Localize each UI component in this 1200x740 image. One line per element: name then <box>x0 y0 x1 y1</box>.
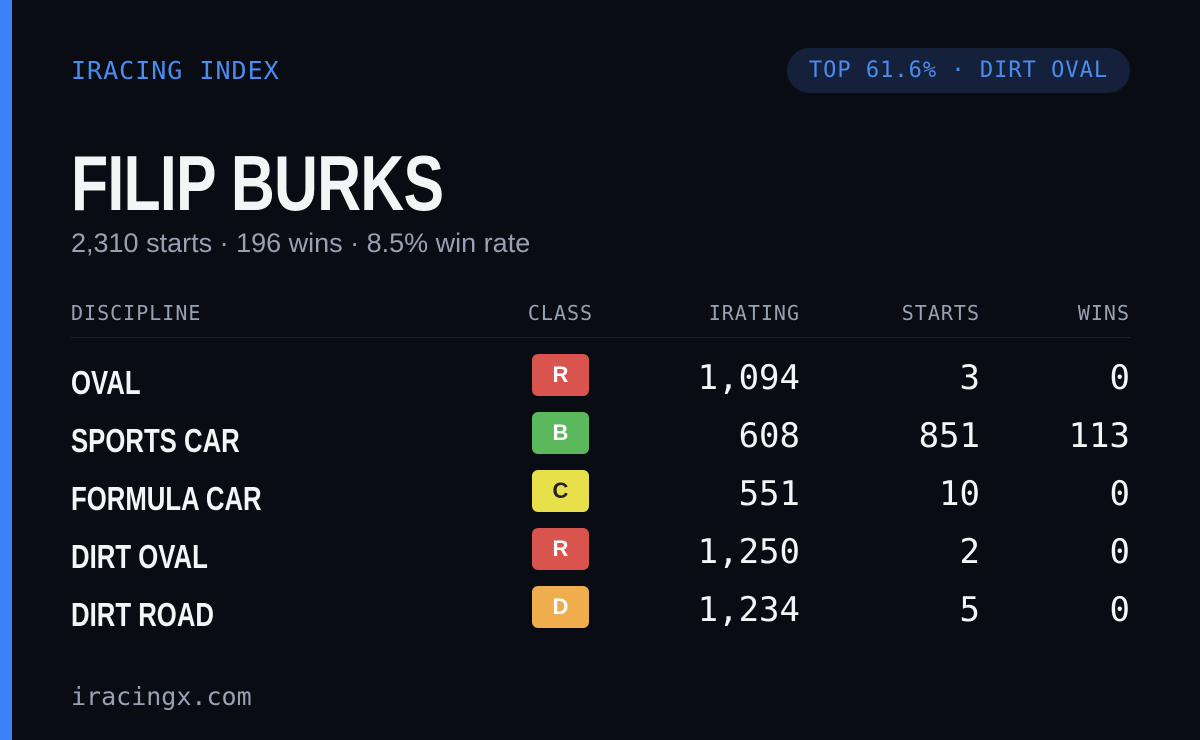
column-header: IRATING <box>708 301 800 325</box>
stat-value: 1,094 <box>697 358 800 398</box>
accent-bar <box>0 0 12 740</box>
stat-value: 2 <box>959 532 980 572</box>
stat-value: 551 <box>738 474 800 514</box>
player-name: FILIP BURKS <box>71 139 444 227</box>
discipline: SPORTS CAR <box>71 422 240 459</box>
stat-value: 1,234 <box>697 590 800 630</box>
discipline: FORMULA CAR <box>71 480 262 517</box>
stat-value: 851 <box>918 416 980 456</box>
stat-value: 0 <box>1109 532 1130 572</box>
stat-value: 10 <box>939 474 980 514</box>
class-badge: R <box>532 528 589 570</box>
discipline: DIRT OVAL <box>71 538 208 575</box>
column-header: CLASS <box>527 301 594 325</box>
player-summary: 2,310 starts · 196 wins · 8.5% win rate <box>71 228 531 258</box>
class-badge: D <box>532 586 589 628</box>
stat-value: 0 <box>1109 474 1130 514</box>
footer-site: iracingx.com <box>71 682 252 711</box>
class-badge: R <box>532 354 589 396</box>
column-header: WINS <box>1077 301 1130 325</box>
stat-value: 113 <box>1068 416 1130 456</box>
brand: IRACING INDEX <box>71 56 280 85</box>
rank-badge: TOP 61.6% · DIRT OVAL <box>787 48 1130 93</box>
class-badge: B <box>532 412 589 454</box>
stat-value: 5 <box>959 590 980 630</box>
class-badge: C <box>532 470 589 512</box>
column-header: DISCIPLINE <box>71 301 202 325</box>
column-header: STARTS <box>901 301 980 325</box>
stat-value: 608 <box>738 416 800 456</box>
discipline: OVAL <box>71 364 141 401</box>
discipline: DIRT ROAD <box>71 596 214 633</box>
stat-value: 3 <box>959 358 980 398</box>
stat-value: 0 <box>1109 358 1130 398</box>
stat-value: 1,250 <box>697 532 800 572</box>
header-rule <box>71 337 1130 338</box>
stat-value: 0 <box>1109 590 1130 630</box>
